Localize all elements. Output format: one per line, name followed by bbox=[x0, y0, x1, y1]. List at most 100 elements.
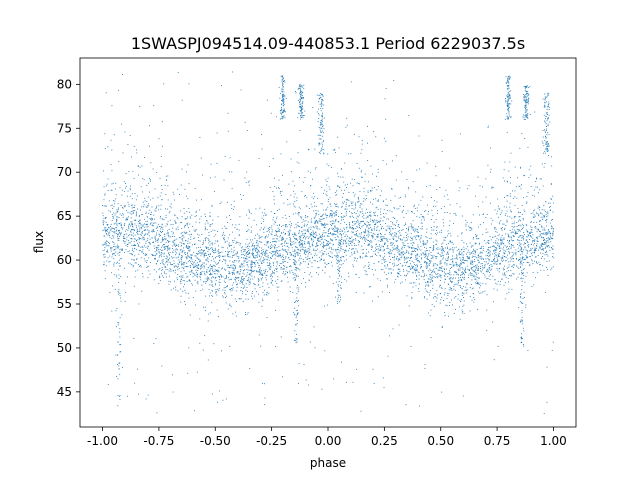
data-point bbox=[151, 231, 153, 233]
data-point bbox=[381, 240, 383, 242]
data-point bbox=[313, 248, 315, 250]
data-point bbox=[435, 248, 437, 250]
data-point bbox=[215, 284, 216, 286]
data-point bbox=[214, 271, 216, 273]
data-point bbox=[307, 228, 309, 230]
data-point bbox=[528, 244, 530, 246]
data-point bbox=[458, 264, 460, 266]
data-point bbox=[116, 217, 118, 219]
data-point bbox=[310, 253, 312, 255]
data-point bbox=[145, 224, 147, 226]
data-point bbox=[499, 283, 501, 285]
data-point bbox=[529, 256, 531, 258]
data-point bbox=[109, 236, 111, 238]
data-point bbox=[453, 313, 455, 314]
data-point bbox=[267, 246, 269, 248]
data-point bbox=[252, 253, 254, 255]
data-point bbox=[353, 243, 355, 245]
data-point bbox=[445, 279, 446, 280]
data-point bbox=[384, 242, 386, 244]
data-point bbox=[266, 274, 268, 276]
data-point bbox=[282, 249, 284, 251]
data-point bbox=[344, 228, 345, 230]
data-point bbox=[204, 306, 206, 308]
data-point bbox=[432, 248, 434, 250]
data-point bbox=[118, 217, 120, 219]
data-point bbox=[380, 249, 382, 251]
data-point bbox=[329, 276, 331, 278]
data-point bbox=[372, 235, 374, 237]
data-point bbox=[400, 239, 401, 240]
data-point bbox=[260, 223, 262, 224]
data-point bbox=[450, 276, 452, 278]
data-point bbox=[440, 277, 442, 279]
data-point bbox=[241, 282, 243, 284]
data-point bbox=[190, 236, 192, 238]
data-point bbox=[319, 233, 321, 235]
data-point bbox=[415, 267, 417, 269]
data-point bbox=[262, 300, 264, 302]
data-point bbox=[180, 248, 182, 250]
data-point bbox=[217, 250, 219, 252]
data-point bbox=[141, 230, 143, 232]
data-point bbox=[197, 253, 199, 255]
data-point bbox=[378, 248, 380, 250]
data-point bbox=[201, 252, 203, 254]
data-point bbox=[256, 240, 258, 242]
data-point bbox=[416, 235, 418, 237]
data-point bbox=[139, 249, 141, 251]
data-point bbox=[526, 250, 528, 251]
data-point bbox=[351, 203, 353, 204]
data-point bbox=[203, 271, 205, 273]
data-point bbox=[487, 278, 489, 279]
data-point bbox=[306, 197, 308, 199]
data-point bbox=[440, 262, 442, 264]
data-point bbox=[331, 216, 333, 218]
data-point bbox=[357, 216, 359, 218]
data-point bbox=[110, 205, 112, 207]
data-point bbox=[507, 254, 508, 256]
data-point bbox=[512, 273, 514, 274]
data-point bbox=[259, 236, 261, 238]
data-point bbox=[314, 223, 316, 225]
data-point bbox=[533, 210, 534, 212]
data-point bbox=[431, 280, 433, 282]
data-point bbox=[472, 269, 474, 271]
data-point bbox=[543, 243, 545, 245]
data-point bbox=[484, 266, 486, 268]
data-point bbox=[201, 244, 203, 245]
data-point bbox=[250, 239, 251, 241]
data-point bbox=[273, 262, 274, 264]
data-point bbox=[182, 263, 183, 265]
data-point bbox=[169, 211, 171, 213]
data-point bbox=[415, 258, 417, 260]
data-point bbox=[183, 247, 184, 249]
data-point bbox=[272, 254, 274, 256]
data-point bbox=[173, 242, 174, 244]
data-point bbox=[289, 203, 291, 205]
data-point bbox=[150, 214, 152, 216]
data-point bbox=[518, 212, 520, 214]
data-point bbox=[141, 213, 143, 215]
data-point bbox=[161, 230, 163, 232]
data-point bbox=[413, 242, 415, 244]
data-point bbox=[308, 241, 310, 242]
data-point bbox=[173, 240, 175, 242]
data-point bbox=[425, 274, 427, 276]
data-point bbox=[470, 261, 472, 263]
data-point bbox=[330, 239, 332, 241]
data-point bbox=[524, 281, 526, 283]
data-point bbox=[359, 256, 361, 258]
data-point bbox=[200, 268, 202, 270]
data-point bbox=[405, 222, 406, 224]
data-point bbox=[527, 236, 529, 238]
data-point bbox=[507, 258, 509, 260]
data-point bbox=[376, 206, 378, 208]
data-point bbox=[348, 250, 349, 252]
data-point bbox=[261, 253, 263, 255]
data-point bbox=[142, 276, 144, 278]
data-point bbox=[471, 272, 473, 274]
data-point bbox=[203, 251, 204, 253]
data-point bbox=[231, 272, 233, 274]
data-point bbox=[260, 252, 262, 254]
